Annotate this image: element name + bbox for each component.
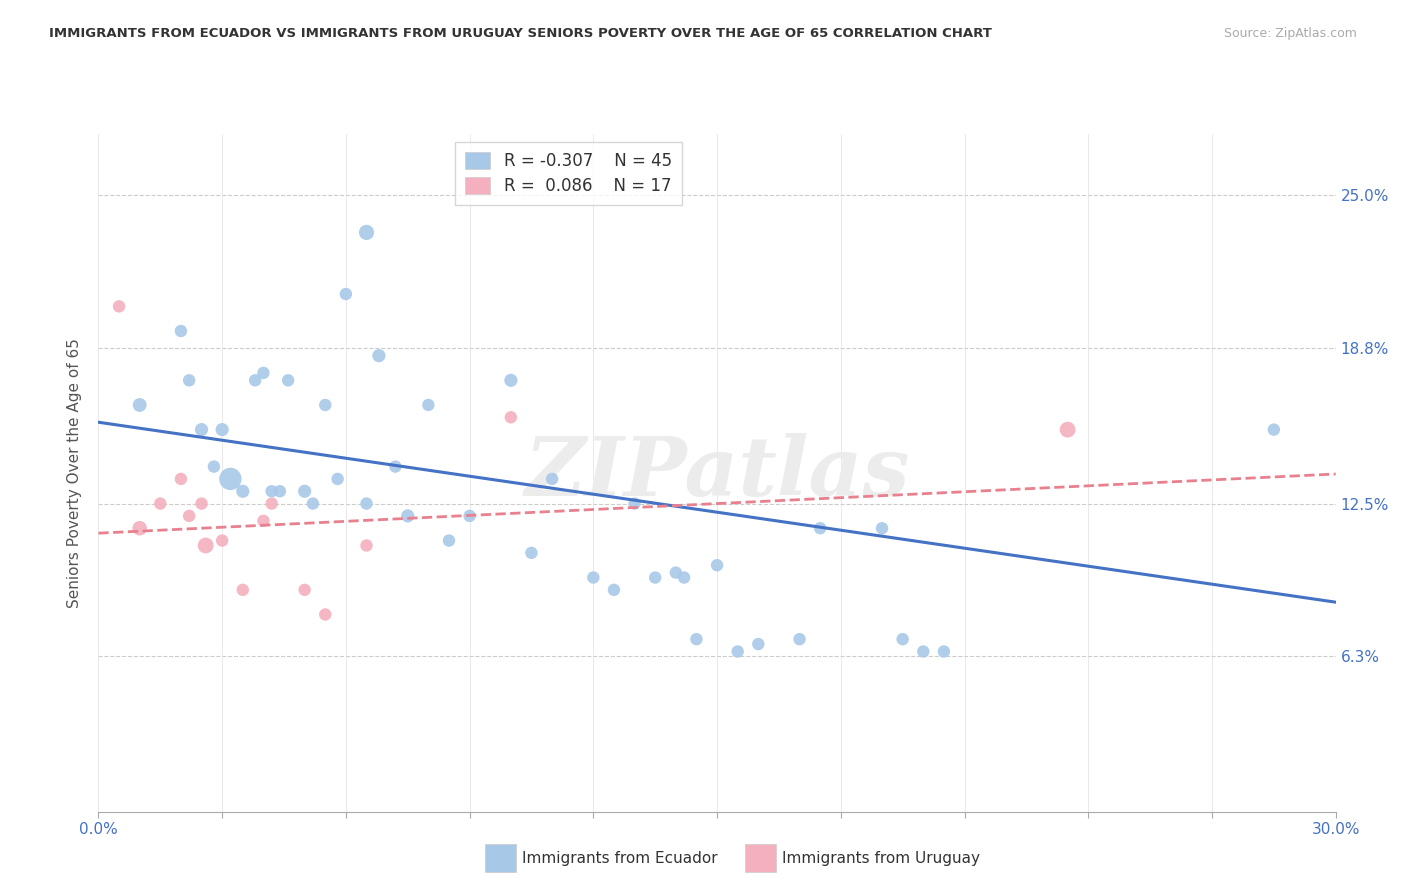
- Point: [179, 373, 201, 387]
- Point: [396, 508, 419, 523]
- Point: [314, 398, 336, 412]
- Point: [603, 582, 626, 597]
- Point: [644, 570, 666, 584]
- Point: [384, 459, 406, 474]
- Point: [367, 349, 389, 363]
- Point: [335, 287, 357, 301]
- Point: [252, 366, 274, 380]
- Point: [219, 472, 242, 486]
- Text: Immigrants from Uruguay: Immigrants from Uruguay: [782, 851, 980, 865]
- Point: [870, 521, 893, 535]
- Point: [128, 398, 150, 412]
- Point: [260, 484, 283, 499]
- Point: [673, 570, 696, 584]
- Text: Source: ZipAtlas.com: Source: ZipAtlas.com: [1223, 27, 1357, 40]
- Point: [170, 324, 193, 338]
- Point: [211, 423, 233, 437]
- Point: [232, 582, 254, 597]
- Point: [541, 472, 564, 486]
- Point: [326, 472, 349, 486]
- Point: [294, 484, 316, 499]
- Text: ZIPatlas: ZIPatlas: [524, 433, 910, 513]
- Point: [808, 521, 831, 535]
- Point: [194, 539, 217, 553]
- Point: [294, 582, 316, 597]
- Point: [665, 566, 688, 580]
- Point: [418, 398, 440, 412]
- Point: [190, 497, 212, 511]
- Point: [190, 423, 212, 437]
- Point: [685, 632, 707, 647]
- Point: [179, 508, 201, 523]
- Point: [499, 373, 522, 387]
- Point: [252, 514, 274, 528]
- Point: [706, 558, 728, 573]
- Point: [211, 533, 233, 548]
- Point: [149, 497, 172, 511]
- Point: [108, 299, 131, 313]
- Point: [891, 632, 914, 647]
- Point: [314, 607, 336, 622]
- Point: [356, 226, 378, 240]
- Point: [912, 644, 935, 658]
- Point: [458, 508, 481, 523]
- Point: [499, 410, 522, 425]
- Point: [1263, 423, 1285, 437]
- Point: [747, 637, 769, 651]
- Legend: R = -0.307    N = 45, R =  0.086    N = 17: R = -0.307 N = 45, R = 0.086 N = 17: [456, 142, 682, 205]
- Point: [789, 632, 811, 647]
- Point: [727, 644, 749, 658]
- Point: [302, 497, 325, 511]
- Text: Immigrants from Ecuador: Immigrants from Ecuador: [522, 851, 717, 865]
- Point: [356, 539, 378, 553]
- Point: [582, 570, 605, 584]
- Point: [269, 484, 291, 499]
- Point: [623, 497, 645, 511]
- Point: [437, 533, 460, 548]
- Point: [170, 472, 193, 486]
- Y-axis label: Seniors Poverty Over the Age of 65: Seniors Poverty Over the Age of 65: [67, 338, 83, 607]
- Point: [520, 546, 543, 560]
- Point: [932, 644, 955, 658]
- Text: IMMIGRANTS FROM ECUADOR VS IMMIGRANTS FROM URUGUAY SENIORS POVERTY OVER THE AGE : IMMIGRANTS FROM ECUADOR VS IMMIGRANTS FR…: [49, 27, 993, 40]
- Point: [260, 497, 283, 511]
- Point: [1056, 423, 1078, 437]
- Point: [277, 373, 299, 387]
- Point: [232, 484, 254, 499]
- Point: [128, 521, 150, 535]
- Point: [243, 373, 266, 387]
- Point: [202, 459, 225, 474]
- Point: [356, 497, 378, 511]
